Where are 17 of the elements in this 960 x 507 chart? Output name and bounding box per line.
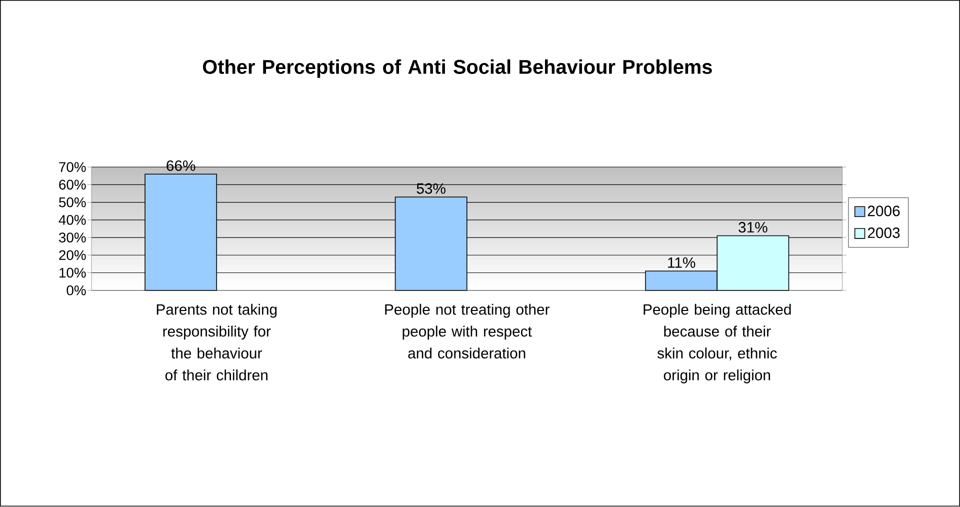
legend-label: 2003 xyxy=(868,228,900,238)
y-tick-label: 10% xyxy=(60,268,86,278)
x-tick-label: People being attacked because of their skin colour, ethnic origin or religion xyxy=(644,304,791,384)
x-tick-label: Parents not taking responsibility for the behaviour of their children xyxy=(156,304,277,381)
legend-label: 2006 xyxy=(868,206,900,216)
y-tick-label: 40% xyxy=(58,215,86,226)
chart-title: Other Perceptions of Anti Social Behaviour Problems xyxy=(202,60,712,78)
y-tick-label: 20% xyxy=(59,250,86,260)
y-tick-label: 50% xyxy=(59,198,86,208)
x-tick-label: People not treating other people with respect and consideration xyxy=(385,304,550,359)
data-label: 31% xyxy=(738,222,768,233)
data-label: 53% xyxy=(416,183,446,194)
data-label: 11% xyxy=(668,258,696,268)
y-tick-label: 70% xyxy=(59,162,86,172)
y-tick-label: 30% xyxy=(58,232,86,243)
y-tick-label: 0% xyxy=(66,286,86,296)
y-tick-label: 60% xyxy=(59,180,86,190)
